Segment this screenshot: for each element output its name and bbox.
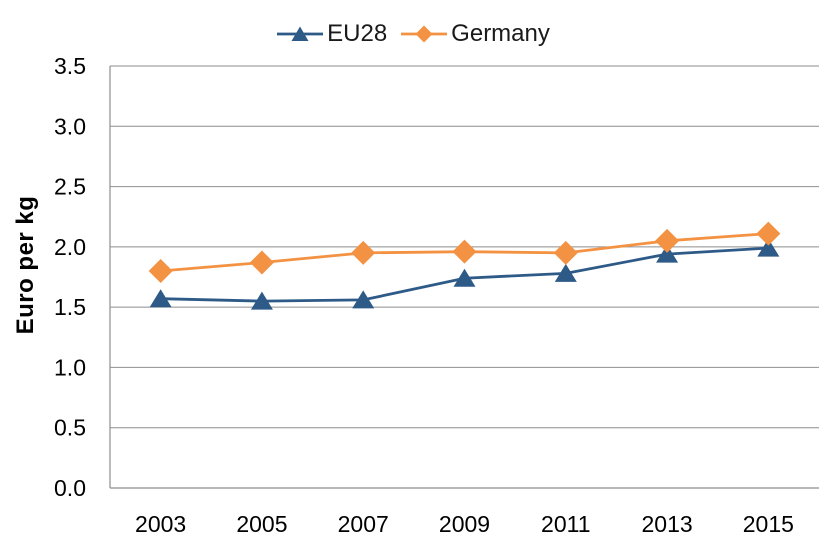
marker-triangle-eu28 xyxy=(656,244,679,263)
x-tick-label: 2013 xyxy=(641,511,692,537)
marker-diamond-germany xyxy=(249,250,274,275)
legend-swatch-triangle-icon xyxy=(277,26,324,41)
marker-diamond-germany xyxy=(553,240,578,265)
legend-label: Germany xyxy=(451,20,550,47)
legend-swatch-diamond-icon xyxy=(401,25,448,43)
x-tick-label: 2005 xyxy=(236,511,287,537)
y-tick-label: 3.5 xyxy=(54,53,86,79)
x-tick-label: 2007 xyxy=(338,511,389,537)
y-tick-label: 1.5 xyxy=(54,294,86,320)
x-tick-label: 2003 xyxy=(135,511,186,537)
x-tick-label: 2015 xyxy=(743,511,794,537)
y-tick-label: 2.5 xyxy=(54,174,86,200)
chart-legend: EU28 Germany xyxy=(0,20,827,48)
marker-triangle-eu28 xyxy=(757,238,780,257)
x-tick-label: 2009 xyxy=(439,511,490,537)
legend-marker-triangle-icon xyxy=(291,26,309,41)
marker-triangle-eu28 xyxy=(250,291,273,310)
marker-triangle-eu28 xyxy=(352,290,375,309)
marker-diamond-germany xyxy=(756,221,781,246)
legend-item-eu28: EU28 xyxy=(277,20,387,48)
y-tick-label: 0.5 xyxy=(54,415,86,441)
legend-label: EU28 xyxy=(327,20,388,47)
marker-triangle-eu28 xyxy=(453,268,476,287)
y-tick-label: 2.0 xyxy=(54,234,86,260)
y-axis-title: Euro per kg xyxy=(12,195,39,335)
legend-item-germany: Germany xyxy=(401,20,550,48)
marker-triangle-eu28 xyxy=(554,263,577,282)
marker-diamond-germany xyxy=(452,239,477,264)
marker-diamond-germany xyxy=(655,228,680,253)
x-tick-label: 2011 xyxy=(541,511,590,537)
legend-marker-diamond-icon xyxy=(415,25,433,43)
y-tick-label: 0.0 xyxy=(54,475,86,501)
marker-diamond-germany xyxy=(351,240,376,265)
marker-diamond-germany xyxy=(148,258,173,283)
y-tick-label: 3.0 xyxy=(54,113,86,139)
marker-triangle-eu28 xyxy=(149,289,172,308)
y-tick-label: 1.0 xyxy=(54,354,86,380)
